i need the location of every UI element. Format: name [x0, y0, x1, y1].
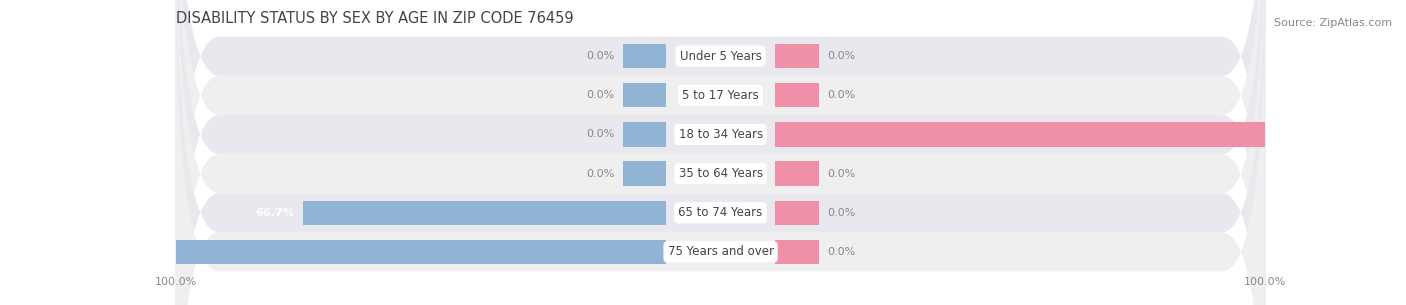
Bar	[775, 44, 818, 68]
Text: 18 to 34 Years: 18 to 34 Years	[679, 128, 762, 141]
Text: 65 to 74 Years: 65 to 74 Years	[679, 206, 762, 219]
Bar	[775, 201, 818, 225]
Bar	[623, 122, 666, 147]
Text: 0.0%: 0.0%	[827, 169, 855, 179]
Bar	[121, 240, 666, 264]
Text: 0.0%: 0.0%	[827, 208, 855, 218]
Bar	[302, 201, 666, 225]
FancyBboxPatch shape	[176, 0, 1265, 305]
Text: DISABILITY STATUS BY SEX BY AGE IN ZIP CODE 76459: DISABILITY STATUS BY SEX BY AGE IN ZIP C…	[176, 11, 574, 26]
Text: Source: ZipAtlas.com: Source: ZipAtlas.com	[1274, 18, 1392, 28]
Text: 0.0%: 0.0%	[586, 51, 614, 61]
Bar	[623, 161, 666, 186]
Text: 0.0%: 0.0%	[586, 129, 614, 139]
Text: Under 5 Years: Under 5 Years	[679, 50, 762, 63]
FancyBboxPatch shape	[176, 0, 1265, 305]
FancyBboxPatch shape	[176, 0, 1265, 305]
Text: 0.0%: 0.0%	[827, 247, 855, 257]
Text: 5 to 17 Years: 5 to 17 Years	[682, 89, 759, 102]
Bar	[775, 240, 818, 264]
Text: 66.7%: 66.7%	[256, 208, 294, 218]
Text: 0.0%: 0.0%	[586, 169, 614, 179]
FancyBboxPatch shape	[176, 0, 1265, 305]
Bar	[623, 44, 666, 68]
Bar	[775, 161, 818, 186]
Text: 0.0%: 0.0%	[586, 90, 614, 100]
Text: 100.0%: 100.0%	[1329, 129, 1374, 139]
Text: 35 to 64 Years: 35 to 64 Years	[679, 167, 762, 180]
FancyBboxPatch shape	[176, 0, 1265, 305]
Bar	[623, 83, 666, 107]
Bar	[775, 83, 818, 107]
Text: 0.0%: 0.0%	[827, 51, 855, 61]
Text: 75 Years and over: 75 Years and over	[668, 246, 773, 258]
Text: 100.0%: 100.0%	[67, 247, 112, 257]
Text: 0.0%: 0.0%	[827, 90, 855, 100]
FancyBboxPatch shape	[176, 0, 1265, 305]
Bar	[775, 122, 1320, 147]
